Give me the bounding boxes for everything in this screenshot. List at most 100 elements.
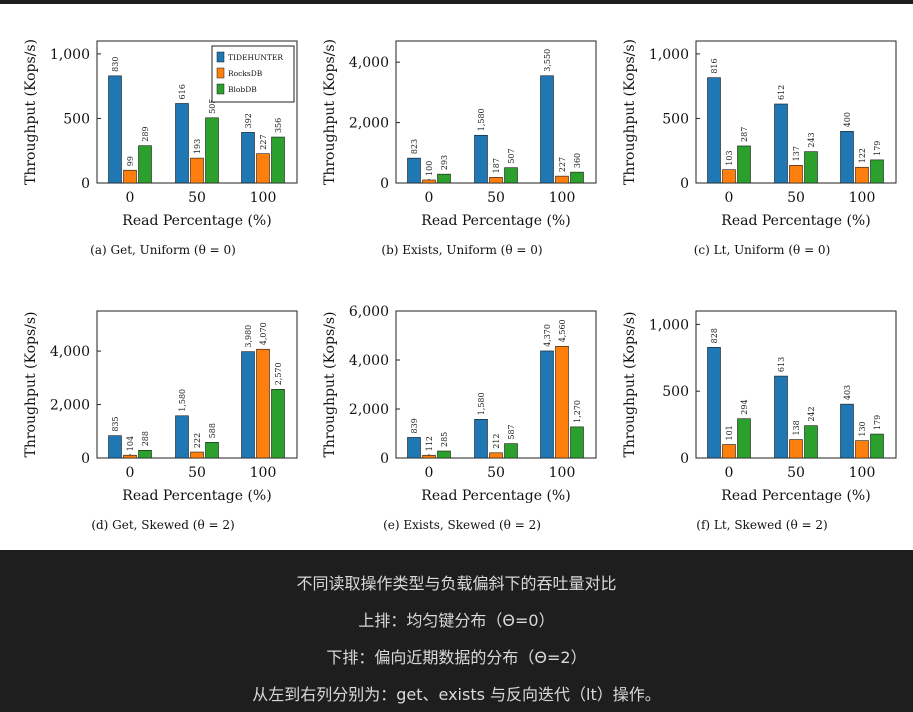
bar-blobdb	[138, 145, 152, 184]
bar-value-label: 835	[111, 416, 120, 431]
bar-value-label: 287	[740, 127, 749, 142]
bar-rocksdb	[256, 153, 270, 184]
bar-value-label: 816	[710, 58, 719, 73]
bar-value-label: 179	[873, 141, 882, 156]
y-tick-label: 0	[81, 451, 90, 467]
bar-rocksdb	[722, 169, 736, 184]
bar-blobdb	[504, 443, 518, 459]
bar-rocksdb	[789, 439, 803, 459]
bar-value-label: 613	[777, 357, 786, 372]
bar-value-label: 4,070	[259, 322, 268, 345]
x-tick-label: 50	[787, 465, 805, 481]
subplot-title: (b) Exists, Uniform (θ = 0)	[381, 243, 542, 257]
legend-label: RocksDB	[228, 69, 263, 78]
bar-value-label: 823	[410, 139, 419, 154]
bar-value-label: 400	[843, 112, 852, 127]
x-tick-label: 100	[549, 465, 576, 481]
x-axis-label: Read Percentage (%)	[721, 488, 870, 504]
bar-tidehunter	[175, 103, 189, 184]
x-tick-label: 50	[487, 190, 505, 206]
bar-value-label: 227	[259, 134, 268, 149]
bar-rocksdb	[722, 444, 736, 459]
y-tick-label: 1,000	[649, 47, 689, 63]
y-tick-label: 500	[662, 111, 689, 127]
bar-tidehunter	[241, 351, 255, 459]
bar-tidehunter	[840, 403, 854, 459]
bar-tidehunter	[175, 415, 189, 459]
bar-rocksdb	[855, 166, 869, 184]
bar-value-label: 138	[792, 420, 801, 435]
bar-blobdb	[271, 136, 285, 184]
bar-tidehunter	[774, 103, 788, 184]
bar-tidehunter	[540, 75, 554, 184]
bar-blobdb	[570, 426, 584, 459]
bar-blobdb	[870, 159, 884, 184]
y-tick-label: 6,000	[349, 304, 389, 320]
bar-value-label: 222	[193, 433, 202, 448]
bar-blobdb	[271, 389, 285, 459]
bar-value-label: 507	[507, 148, 516, 163]
legend-swatch-blobdb	[216, 83, 225, 95]
x-tick-label: 0	[725, 465, 734, 481]
y-tick-label: 2,000	[50, 398, 90, 414]
legend-swatch-tidehunter	[216, 51, 225, 63]
bar-rocksdb	[190, 451, 204, 459]
bar-blobdb	[570, 171, 584, 184]
bar-tidehunter	[407, 157, 421, 184]
y-tick-label: 4,000	[349, 353, 389, 369]
bar-value-label: 112	[425, 436, 434, 451]
x-tick-label: 50	[787, 190, 805, 206]
y-axis-label: Throughput (Kops/s)	[622, 311, 638, 457]
bar-blobdb	[804, 151, 818, 184]
subplot-title: (a) Get, Uniform (θ = 0)	[90, 243, 236, 257]
bar-rocksdb	[855, 440, 869, 459]
y-tick-label: 2,000	[349, 402, 389, 418]
bar-value-label: 179	[873, 415, 882, 430]
x-axis-label: Read Percentage (%)	[122, 213, 271, 229]
bar-rocksdb	[123, 169, 137, 184]
x-tick-label: 0	[126, 465, 135, 481]
y-tick-label: 2,000	[349, 116, 389, 132]
bar-tidehunter	[474, 418, 488, 459]
bar-value-label: 4,560	[558, 319, 567, 342]
x-tick-label: 50	[188, 190, 206, 206]
bar-tidehunter	[540, 350, 554, 459]
y-tick-label: 500	[662, 384, 689, 400]
bar-tidehunter	[707, 347, 721, 459]
figure-panel: 0 500 1,000 Throughput (Kops/s) 0 830 99 289 50 6…	[0, 4, 913, 550]
y-tick-label: 4,000	[349, 55, 389, 71]
bar-value-label: 101	[725, 425, 734, 440]
bar-tidehunter	[108, 435, 122, 459]
bar-value-label: 288	[141, 431, 150, 446]
bar-rocksdb	[256, 348, 270, 459]
caption-line-3: 下排：偏向近期数据的分布（Θ=2）	[326, 648, 587, 667]
y-axis-label: Throughput (Kops/s)	[322, 311, 338, 457]
bar-rocksdb	[555, 175, 569, 184]
bar-rocksdb	[489, 452, 503, 459]
bar-blobdb	[737, 145, 751, 184]
bar-value-label: 839	[410, 418, 419, 433]
bar-tidehunter	[774, 375, 788, 459]
bar-value-label: 122	[858, 148, 867, 163]
x-tick-label: 50	[487, 465, 505, 481]
x-tick-label: 100	[250, 190, 277, 206]
bar-rocksdb	[422, 179, 436, 184]
bar-value-label: 293	[440, 155, 449, 170]
bar-value-label: 587	[507, 424, 516, 439]
bar-value-label: 356	[274, 118, 283, 133]
bar-rocksdb	[789, 165, 803, 184]
bar-value-label: 2,570	[274, 362, 283, 385]
subplot-title: (f) Lt, Skewed (θ = 2)	[696, 518, 827, 532]
y-tick-label: 0	[380, 451, 389, 467]
bar-value-label: 360	[573, 153, 582, 168]
caption-line-2: 上排：均匀键分布（Θ=0）	[358, 611, 555, 630]
bar-tidehunter	[108, 75, 122, 184]
bar-tidehunter	[707, 77, 721, 184]
bar-value-label: 137	[792, 146, 801, 161]
bar-value-label: 1,580	[477, 108, 486, 131]
x-axis-label: Read Percentage (%)	[721, 213, 870, 229]
y-tick-label: 0	[380, 176, 389, 192]
x-tick-label: 0	[725, 190, 734, 206]
y-axis-label: Throughput (Kops/s)	[622, 39, 638, 185]
